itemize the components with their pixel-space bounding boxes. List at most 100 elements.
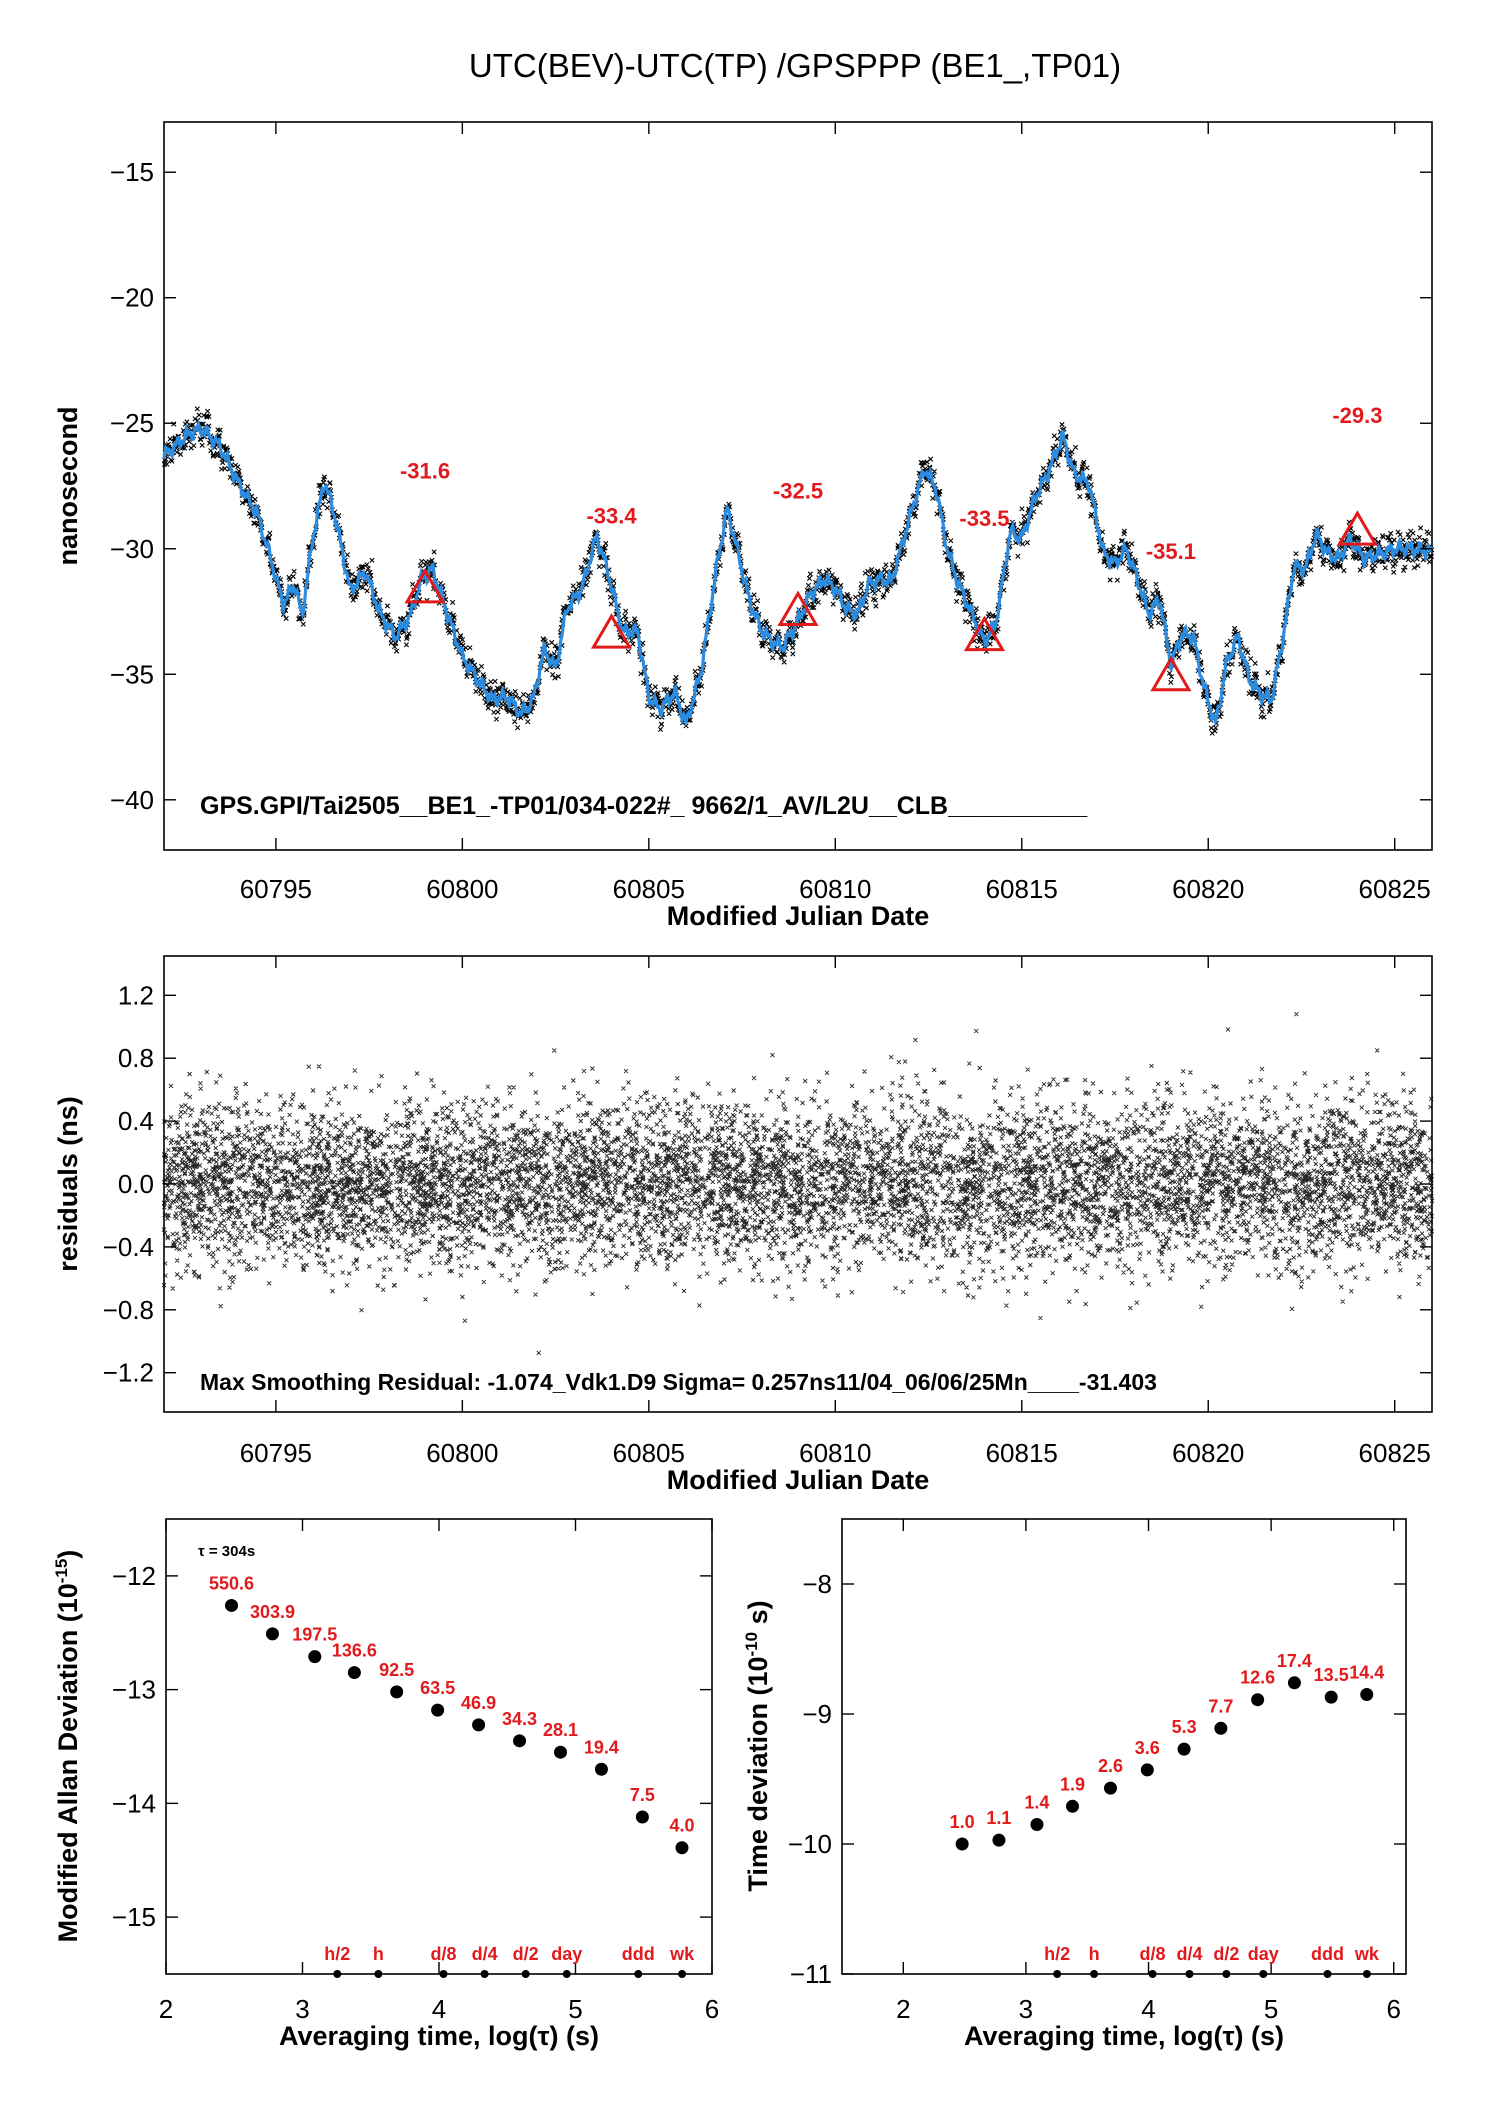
time-comparison-points xyxy=(161,406,1435,736)
reference-label: d/2 xyxy=(1213,1944,1239,1964)
mdev-ylabel-end: ) xyxy=(53,1550,83,1559)
x-tick-label: 2 xyxy=(896,1994,910,2024)
mdev-xlabel: Averaging time, log(τ) (s) xyxy=(279,2021,599,2051)
daily-marker-label: -33.5 xyxy=(959,506,1009,531)
deviation-point-label: 7.5 xyxy=(630,1785,655,1805)
tdev-ylabel-main: Time deviation (10 xyxy=(743,1657,773,1892)
reference-dot xyxy=(439,1970,448,1978)
reference-dot xyxy=(521,1970,530,1978)
mdev-ylabel: Modified Allan Deviation (10-15) xyxy=(52,1550,83,1943)
time-comparison-frame xyxy=(163,121,1433,851)
deviation-point-label: 46.9 xyxy=(461,1693,496,1713)
deviation-point xyxy=(225,1598,239,1612)
deviation-point xyxy=(1360,1688,1374,1701)
reference-dot xyxy=(1185,1970,1194,1978)
x-tick-label: 6 xyxy=(1387,1994,1401,2024)
time-comparison-xlabel: Modified Julian Date xyxy=(667,901,930,931)
deviation-point-label: 1.4 xyxy=(1024,1793,1049,1813)
x-tick-label: 60825 xyxy=(1359,874,1431,904)
x-tick-label: 60805 xyxy=(613,1438,685,1468)
daily-marker-label: -31.6 xyxy=(400,458,450,483)
mdev-plot: 2 3 4 5 6 −12 −13 −14 −15 550.6 303.9 197.5136.692… xyxy=(52,1518,719,2051)
residuals-xlabel: Modified Julian Date xyxy=(667,1465,930,1495)
deviation-point-label: 92.5 xyxy=(379,1660,414,1680)
residuals-info: Max Smoothing Residual: -1.074_Vdk1.D9 S… xyxy=(200,1369,1157,1395)
deviation-point-label: 1.0 xyxy=(950,1812,975,1832)
y-tick-label: −1.2 xyxy=(103,1358,154,1388)
reference-label: h xyxy=(373,1944,384,1964)
reference-label: d/8 xyxy=(430,1944,456,1964)
deviation-point xyxy=(390,1685,404,1699)
reference-dot xyxy=(1090,1970,1099,1978)
daily-marker-label: -29.3 xyxy=(1332,403,1382,428)
daily-marker-triangle xyxy=(1150,655,1192,692)
measurement-points xyxy=(161,406,1435,736)
tdev-plot: 2 3 4 5 6 −8 −9 −10 −11 1.0 1.1 1.4 1.9 2.6 3.6 5.3 7.7… xyxy=(742,1518,1407,2051)
y-tick-label: −40 xyxy=(110,785,154,815)
reference-dot xyxy=(480,1970,489,1978)
y-tick-label: 0.4 xyxy=(118,1106,154,1136)
y-tick-label: 1.2 xyxy=(118,980,154,1010)
residuals-ylabel: residuals (ns) xyxy=(53,1096,83,1272)
x-tick-label: 60800 xyxy=(426,1438,498,1468)
deviation-point xyxy=(1030,1818,1044,1831)
y-tick-label: 0.8 xyxy=(118,1043,154,1073)
reference-label: d/2 xyxy=(513,1944,539,1964)
deviation-point-label: 1.1 xyxy=(986,1808,1011,1828)
deviation-point xyxy=(675,1841,689,1855)
deviation-point-label: 5.3 xyxy=(1172,1717,1197,1737)
deviation-point xyxy=(431,1703,445,1717)
tdev-ylabel-end: s) xyxy=(743,1600,773,1632)
daily-marker-label: -33.4 xyxy=(586,504,637,529)
deviation-point-label: 12.6 xyxy=(1240,1668,1275,1688)
deviation-point-label: 13.5 xyxy=(1314,1665,1349,1685)
daily-marker-triangle xyxy=(963,615,1006,652)
time-comparison-ticks: 60795 60800 60805 60810 60815 60820 60825 −15 −2… xyxy=(110,122,1432,904)
reference-dot xyxy=(1148,1970,1157,1978)
reference-label: wk xyxy=(1354,1944,1380,1964)
y-tick-label: −25 xyxy=(110,408,154,438)
deviation-point-label: 4.0 xyxy=(669,1816,694,1836)
daily-marker-label: -35.1 xyxy=(1146,539,1196,564)
y-tick-label: −30 xyxy=(110,534,154,564)
x-tick-label: 60795 xyxy=(240,1438,312,1468)
x-tick-label: 60815 xyxy=(986,874,1058,904)
deviation-point xyxy=(347,1666,361,1680)
reference-dot xyxy=(1222,1970,1231,1978)
y-tick-label: −0.4 xyxy=(103,1232,154,1262)
deviation-point xyxy=(1214,1721,1228,1735)
time-comparison-plot: -31.6 -33.4 -32.5 -33.5 -35.1 -29.3 60795 6080… xyxy=(53,121,1435,931)
deviation-point xyxy=(308,1650,322,1664)
tdev-xlabel: Averaging time, log(τ) (s) xyxy=(964,2021,1284,2051)
reference-dot xyxy=(1053,1970,1062,1978)
deviation-point-label: 303.9 xyxy=(250,1602,295,1622)
deviation-point xyxy=(635,1810,649,1824)
reference-dot xyxy=(678,1970,687,1978)
daily-marker-triangle xyxy=(590,613,633,649)
residuals-plot: 60795 60800 60805 60810 60815 60820 60825 1.2 0.… xyxy=(53,955,1435,1495)
y-tick-label: −9 xyxy=(802,1699,832,1729)
y-tick-label: 0.0 xyxy=(118,1169,154,1199)
tdev-ticks: 2 3 4 5 6 −8 −9 −10 −11 xyxy=(788,1519,1406,2024)
figure-title: UTC(BEV)-UTC(TP) /GPSPPP (BE1_,TP01) xyxy=(469,47,1121,84)
y-tick-label: −35 xyxy=(110,659,154,689)
deviation-point xyxy=(472,1718,486,1732)
reference-label: h xyxy=(1089,1944,1100,1964)
smoothed-trend-line xyxy=(162,418,1433,728)
y-tick-label: −15 xyxy=(110,157,154,187)
daily-marker-label: -32.5 xyxy=(773,479,823,504)
deviation-point xyxy=(992,1833,1006,1847)
deviation-point-label: 2.6 xyxy=(1098,1756,1123,1776)
x-tick-label: 3 xyxy=(295,1994,309,2024)
x-tick-label: 60820 xyxy=(1172,874,1244,904)
x-tick-label: 60825 xyxy=(1359,1438,1431,1468)
x-tick-label: 4 xyxy=(1141,1994,1155,2024)
reference-label: d/8 xyxy=(1140,1944,1166,1964)
reference-dot xyxy=(562,1970,571,1978)
deviation-point-label: 1.9 xyxy=(1060,1774,1085,1794)
reference-label: d/4 xyxy=(1176,1944,1202,1964)
deviation-point xyxy=(955,1837,969,1851)
deviation-point-label: 3.6 xyxy=(1135,1738,1160,1758)
deviation-point-label: 63.5 xyxy=(420,1678,455,1698)
